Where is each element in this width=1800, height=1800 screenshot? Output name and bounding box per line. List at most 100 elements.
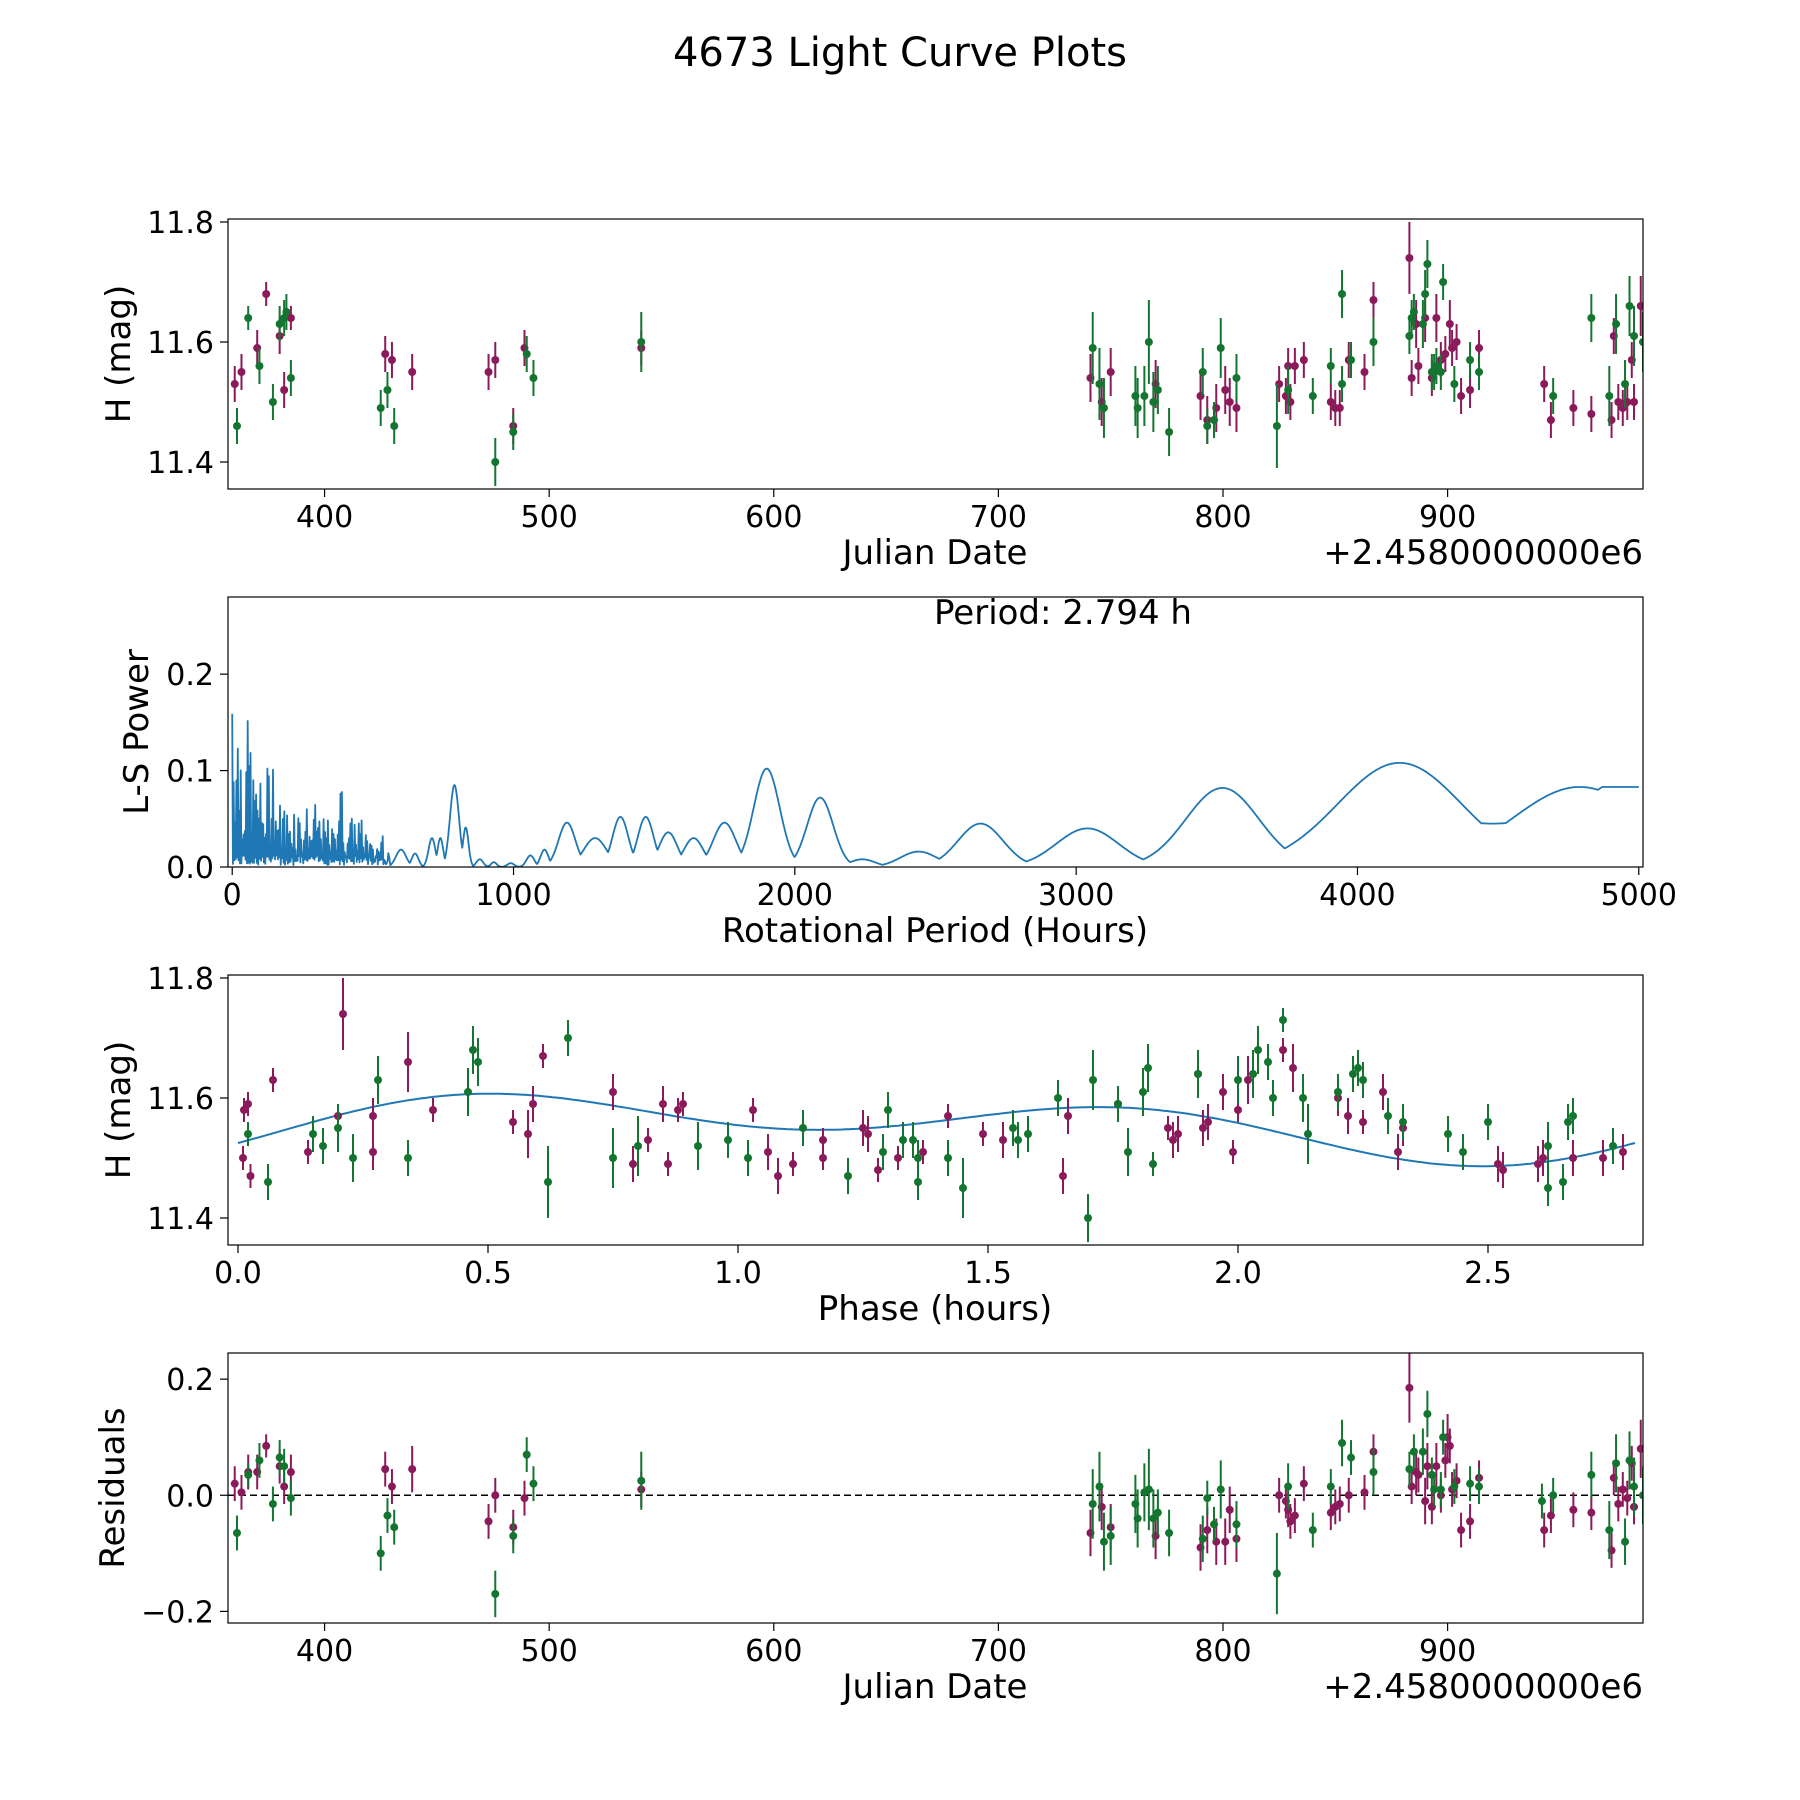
- residuals-band-b-point: [529, 1479, 538, 1488]
- residuals-band-b-point: [1165, 1529, 1174, 1537]
- phased-curve-band-a-point: [1359, 1118, 1367, 1126]
- residuals-xtick-label: 400: [296, 1634, 353, 1669]
- phased-curve-band-b-point: [334, 1124, 342, 1132]
- phased-curve-band-b-point: [1264, 1058, 1272, 1066]
- phased-curve-band-b-point: [1569, 1112, 1577, 1120]
- phased-curve-band-a-point: [1344, 1112, 1352, 1120]
- light-curve-band-a-point: [1432, 314, 1441, 322]
- residuals-band-b-point: [1216, 1485, 1225, 1494]
- phased-curve-band-b-point: [404, 1154, 412, 1162]
- light-curve-band-b-point: [390, 422, 399, 430]
- light-curve-band-a-point: [230, 380, 239, 388]
- phased-curve-band-b-point: [1124, 1148, 1132, 1156]
- phased-curve-band-b-point: [1249, 1070, 1257, 1078]
- phased-curve-band-a-point: [246, 1172, 255, 1180]
- light-curve-band-b-point: [1272, 422, 1281, 430]
- residuals-ytick-label: −0.2: [141, 1595, 214, 1630]
- light-curve-band-a-point: [1326, 398, 1335, 406]
- light-curve-band-b-point: [1338, 380, 1347, 388]
- light-curve-band-b-point: [1475, 368, 1484, 376]
- light-curve-band-b-point: [1165, 428, 1174, 436]
- residuals-band-b-point: [1149, 1514, 1158, 1523]
- residuals-xtick-label: 900: [1419, 1634, 1476, 1669]
- residuals-band-b-point: [1587, 1470, 1596, 1479]
- light-curve-band-b-point: [1630, 332, 1639, 340]
- phased-curve-band-a-point: [819, 1136, 827, 1144]
- periodogram-xlabel: Rotational Period (Hours): [722, 911, 1148, 951]
- light-curve-band-a-point: [1452, 338, 1461, 346]
- phased-curve-band-b-point: [1269, 1094, 1277, 1102]
- light-curve-band-b-point: [1418, 320, 1427, 328]
- residuals-band-b-point: [1210, 1520, 1219, 1529]
- residuals-band-b-point: [1133, 1514, 1142, 1523]
- phased-curve-band-a-point: [1289, 1064, 1297, 1072]
- light-curve-band-b-point: [1587, 314, 1596, 322]
- light-curve-band-b-point: [275, 320, 284, 328]
- residuals-band-a-point: [1275, 1491, 1284, 1500]
- residuals-band-b-point: [1639, 1491, 1643, 1500]
- light-curve-xtick-label: 600: [745, 500, 802, 535]
- light-curve-band-b-point: [1450, 380, 1459, 388]
- phased-curve-band-b-point: [1194, 1070, 1202, 1078]
- light-curve-band-a-point: [1569, 404, 1578, 412]
- phased-curve-band-a-point: [524, 1130, 532, 1138]
- residuals-band-b-point: [509, 1531, 518, 1540]
- light-curve-band-b-point: [1140, 392, 1149, 400]
- light-curve-band-b-point: [383, 386, 392, 394]
- light-curve-band-a-point: [1587, 410, 1596, 418]
- residuals-band-b-point: [244, 1470, 253, 1479]
- residuals-band-b-point: [1436, 1485, 1445, 1494]
- phased-curve-band-a-point: [894, 1154, 902, 1162]
- phased-curve-band-a-point: [1569, 1154, 1577, 1162]
- phased-curve-band-a-point: [774, 1172, 782, 1180]
- residuals-band-b-point: [1475, 1482, 1484, 1491]
- phased-curve-band-a-point: [529, 1100, 537, 1108]
- phased-curve-band-b-point: [724, 1136, 732, 1144]
- phased-curve-band-b-point: [959, 1184, 967, 1192]
- residuals-band-a-point: [1221, 1537, 1230, 1546]
- phased-curve-band-b-point: [464, 1088, 472, 1096]
- light-curve-band-a-point: [1441, 350, 1450, 358]
- phased-curve-band-a-point: [674, 1106, 682, 1114]
- phased-curve-band-b-point: [799, 1124, 807, 1132]
- residuals-band-b-point: [1308, 1526, 1317, 1535]
- phased-curve-ytick-label: 11.4: [147, 1202, 214, 1237]
- light-curve-band-b-point: [1423, 260, 1432, 268]
- light-curve-band-b-point: [1198, 368, 1207, 376]
- phased-curve-band-b-point: [1114, 1100, 1122, 1108]
- light-curve-band-b-point: [1612, 320, 1621, 328]
- phased-curve-band-a-point: [944, 1112, 952, 1120]
- phased-curve-band-b-point: [1384, 1112, 1392, 1120]
- phased-curve-band-b-point: [879, 1148, 887, 1156]
- phased-curve-band-b-point: [744, 1154, 752, 1162]
- residuals-band-b-point: [255, 1456, 264, 1465]
- light-curve-ytick-label: 11.6: [147, 326, 214, 361]
- residuals-band-b-point: [1095, 1482, 1104, 1491]
- phased-curve-band-a-point: [509, 1118, 517, 1126]
- light-curve-band-b-point: [1549, 392, 1558, 400]
- phased-curve-band-a-point: [1619, 1148, 1627, 1156]
- periodogram-power-line: [231, 713, 1640, 867]
- light-curve-band-b-point: [1216, 344, 1225, 352]
- light-curve-band-a-point: [286, 314, 295, 322]
- phased-curve-band-b-point: [1399, 1118, 1407, 1126]
- light-curve-band-b-point: [286, 374, 295, 382]
- light-curve-band-b-point: [1149, 398, 1158, 406]
- phased-curve-band-b-point: [1139, 1088, 1147, 1096]
- light-curve-band-b-point: [282, 308, 291, 316]
- residuals-band-a-point: [484, 1517, 493, 1526]
- phased-curve-band-b-point: [844, 1172, 852, 1180]
- residuals-band-a-point: [230, 1479, 239, 1488]
- residuals-band-a-point: [520, 1494, 529, 1503]
- periodogram-axes-frame: [227, 596, 1644, 868]
- phased-curve-band-a-point: [819, 1154, 827, 1162]
- phased-curve-xtick-label: 1.0: [714, 1256, 762, 1291]
- light-curve-band-b-point: [1621, 380, 1630, 388]
- residuals-band-b-point: [1621, 1537, 1630, 1546]
- light-curve-xlabel: Julian Date: [841, 533, 1028, 573]
- residuals-band-a-point: [1286, 1517, 1295, 1526]
- residuals-xlabel: Julian Date: [841, 1667, 1028, 1707]
- light-curve-band-a-point: [1232, 404, 1241, 412]
- light-curve-band-b-point: [1232, 374, 1241, 382]
- phased-curve-band-a-point: [1499, 1166, 1507, 1174]
